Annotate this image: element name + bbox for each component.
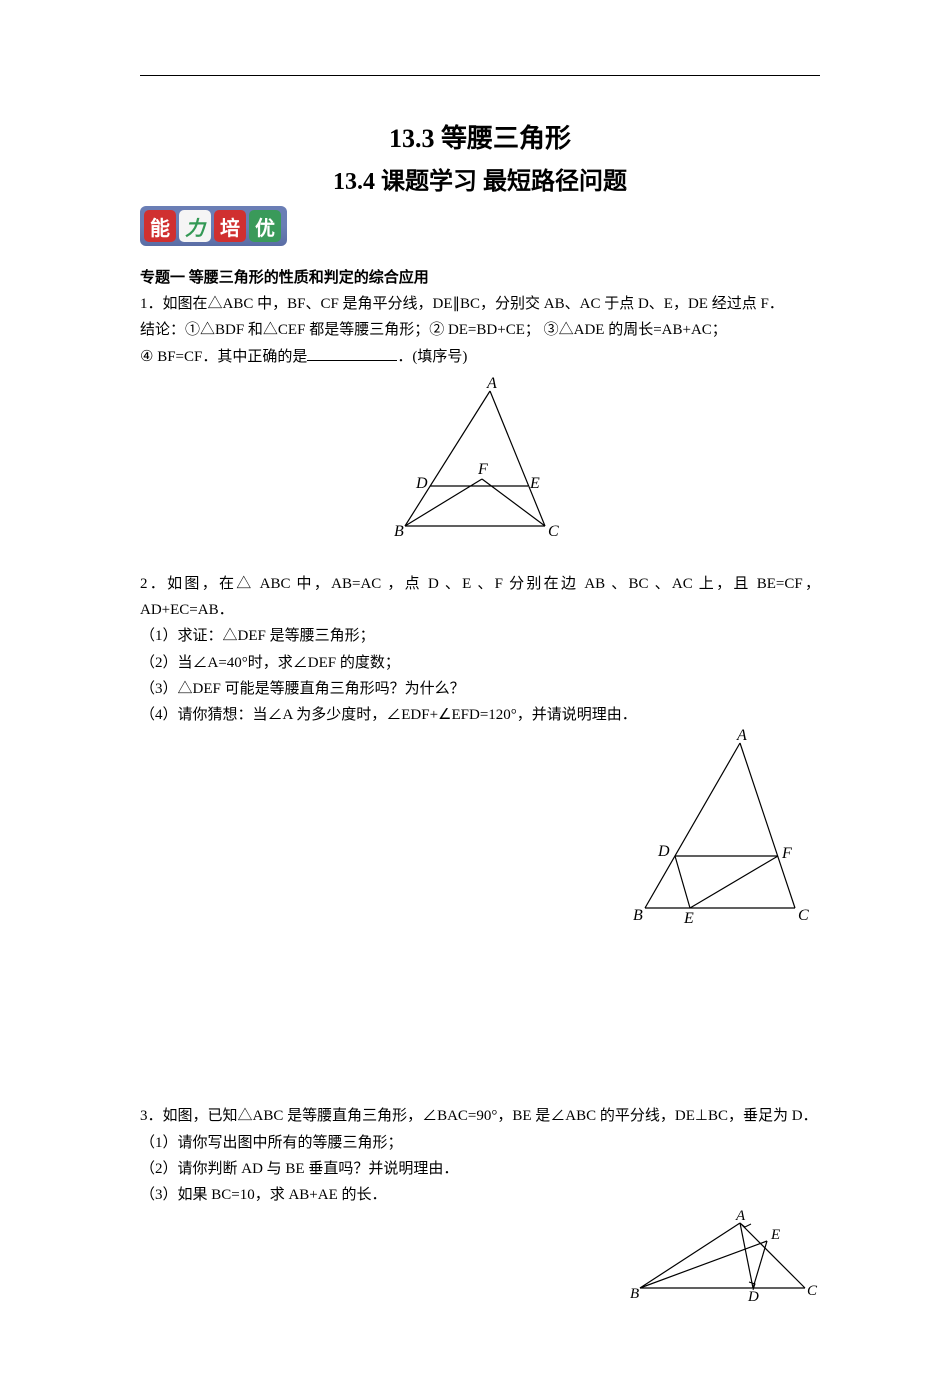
label-D3: D: [747, 1289, 759, 1303]
badge-char-1: 能: [144, 210, 176, 242]
label-D: D: [415, 475, 428, 492]
badge-char-3: 培: [214, 210, 246, 242]
fill-blank: [307, 360, 397, 361]
label-A2: A: [736, 728, 747, 744]
problem-1: 1．如图在△ABC 中，BF、CF 是角平分线，DE∥BC，分别交 AB、AC …: [140, 291, 820, 370]
figure-1: A B C D E F: [140, 376, 820, 551]
p2-sub1: （1）求证：△DEF 是等腰三角形；: [140, 623, 820, 649]
sub-title: 13.4 课题学习 最短路径问题: [140, 161, 820, 196]
p2-sub4: （4）请你猜想：当∠A 为多少度时，∠EDF+∠EFD=120°，并请说明理由．: [140, 702, 820, 728]
label-A: A: [486, 376, 497, 392]
figure-3: A B C D E: [625, 1208, 820, 1308]
label-B2: B: [633, 907, 643, 924]
p2-sub3: （3）△DEF 可能是等腰直角三角形吗？为什么？: [140, 676, 820, 702]
problem-2: 2．如图，在△ ABC 中，AB=AC ，点 D 、E 、F 分别在边 AB 、…: [140, 571, 820, 729]
label-F2: F: [781, 845, 792, 862]
figure-2: A B C D E F: [620, 728, 820, 933]
p3-sub1: （1）请你写出图中所有的等腰三角形；: [140, 1130, 820, 1156]
label-B3: B: [630, 1286, 639, 1302]
label-E3: E: [770, 1227, 780, 1243]
badge-char-4: 优: [249, 210, 281, 242]
label-C3: C: [807, 1283, 818, 1299]
p1-line1: 1．如图在△ABC 中，BF、CF 是角平分线，DE∥BC，分别交 AB、AC …: [140, 291, 820, 317]
label-B: B: [394, 523, 404, 540]
section-header-1: 专题一 等腰三角形的性质和判定的综合应用: [140, 266, 820, 287]
p2-sub2: （2）当∠A=40°时，求∠DEF 的度数；: [140, 650, 820, 676]
p3-sub2: （2）请你判断 AD 与 BE 垂直吗？并说明理由．: [140, 1156, 820, 1182]
label-F: F: [477, 461, 488, 478]
p3-line1: 3．如图，已知△ABC 是等腰直角三角形，∠BAC=90°，BE 是∠ABC 的…: [140, 1103, 820, 1129]
p1-line3: ④ BF=CF．其中正确的是．(填序号): [140, 344, 820, 370]
label-E: E: [529, 475, 540, 492]
label-C: C: [548, 523, 559, 540]
label-A3: A: [735, 1208, 746, 1224]
label-E2: E: [683, 910, 694, 927]
p2-line1: 2．如图，在△ ABC 中，AB=AC ，点 D 、E 、F 分别在边 AB 、…: [140, 571, 820, 624]
p1-line2: 结论：①△BDF 和△CEF 都是等腰三角形；② DE=BD+CE； ③△ADE…: [140, 317, 820, 343]
label-C2: C: [798, 907, 809, 924]
top-border-line: [140, 75, 820, 76]
main-title: 13.3 等腰三角形: [140, 118, 820, 155]
problem-3: 3．如图，已知△ABC 是等腰直角三角形，∠BAC=90°，BE 是∠ABC 的…: [140, 1103, 820, 1208]
badge-char-2: 力: [179, 210, 211, 242]
label-D2: D: [657, 843, 670, 860]
p3-sub3: （3）如果 BC=10，求 AB+AE 的长．: [140, 1182, 820, 1208]
ability-badge: 能 力 培 优: [140, 206, 287, 246]
